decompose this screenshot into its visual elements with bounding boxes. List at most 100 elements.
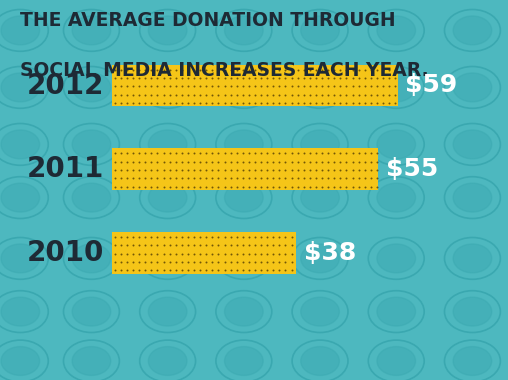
Point — [336, 83, 344, 89]
Point — [141, 150, 149, 156]
Point — [239, 267, 247, 273]
Point — [275, 250, 283, 256]
Point — [196, 259, 204, 265]
Point — [227, 242, 235, 248]
Point — [355, 92, 363, 98]
Point — [379, 100, 387, 106]
Circle shape — [148, 244, 187, 273]
Bar — [112, 148, 378, 190]
Point — [135, 167, 143, 173]
Point — [239, 100, 247, 106]
Point — [111, 150, 119, 156]
Point — [111, 250, 119, 256]
Circle shape — [453, 16, 492, 45]
Point — [227, 83, 235, 89]
Point — [208, 242, 216, 248]
Point — [318, 66, 326, 73]
Point — [166, 234, 174, 240]
Point — [239, 259, 247, 265]
Point — [178, 267, 186, 273]
Point — [196, 267, 204, 273]
Point — [214, 158, 223, 165]
Point — [135, 66, 143, 73]
Point — [123, 242, 131, 248]
Circle shape — [301, 73, 339, 102]
Point — [178, 158, 186, 165]
Point — [391, 83, 399, 89]
Point — [202, 83, 210, 89]
Point — [281, 158, 290, 165]
Point — [306, 167, 314, 173]
Point — [336, 92, 344, 98]
Point — [208, 83, 216, 89]
Point — [348, 75, 357, 81]
Point — [269, 250, 277, 256]
Point — [245, 184, 253, 190]
Point — [257, 83, 265, 89]
Point — [227, 150, 235, 156]
Point — [300, 158, 308, 165]
Point — [245, 158, 253, 165]
Point — [166, 150, 174, 156]
Point — [251, 150, 259, 156]
Point — [373, 83, 381, 89]
Point — [172, 83, 180, 89]
Point — [135, 242, 143, 248]
Point — [330, 100, 338, 106]
Point — [251, 250, 259, 256]
Point — [184, 66, 192, 73]
Point — [251, 158, 259, 165]
Point — [129, 267, 137, 273]
Point — [239, 83, 247, 89]
Circle shape — [301, 130, 339, 159]
Point — [251, 259, 259, 265]
Point — [330, 83, 338, 89]
Point — [342, 150, 351, 156]
Point — [294, 100, 302, 106]
Circle shape — [148, 297, 187, 326]
Point — [220, 66, 229, 73]
Point — [160, 250, 168, 256]
Point — [324, 75, 332, 81]
Point — [263, 158, 271, 165]
Point — [239, 158, 247, 165]
Point — [153, 267, 162, 273]
Point — [257, 100, 265, 106]
Point — [111, 83, 119, 89]
Point — [227, 75, 235, 81]
Point — [251, 75, 259, 81]
Point — [294, 184, 302, 190]
Point — [178, 234, 186, 240]
Point — [288, 259, 296, 265]
Point — [129, 83, 137, 89]
Point — [129, 158, 137, 165]
Point — [342, 167, 351, 173]
Point — [348, 184, 357, 190]
Point — [281, 175, 290, 181]
Point — [227, 184, 235, 190]
Circle shape — [301, 347, 339, 375]
Point — [123, 267, 131, 273]
Point — [141, 175, 149, 181]
Text: 2010: 2010 — [27, 239, 104, 267]
Point — [245, 92, 253, 98]
Point — [300, 92, 308, 98]
Point — [294, 150, 302, 156]
Point — [312, 100, 320, 106]
Point — [300, 100, 308, 106]
Point — [385, 92, 393, 98]
Point — [391, 92, 399, 98]
Point — [117, 250, 125, 256]
Point — [348, 92, 357, 98]
Point — [288, 184, 296, 190]
Point — [312, 150, 320, 156]
Point — [196, 167, 204, 173]
Point — [172, 175, 180, 181]
Point — [190, 250, 198, 256]
Point — [111, 267, 119, 273]
Point — [208, 167, 216, 173]
Point — [147, 66, 155, 73]
Point — [202, 184, 210, 190]
Point — [361, 100, 369, 106]
Point — [391, 100, 399, 106]
